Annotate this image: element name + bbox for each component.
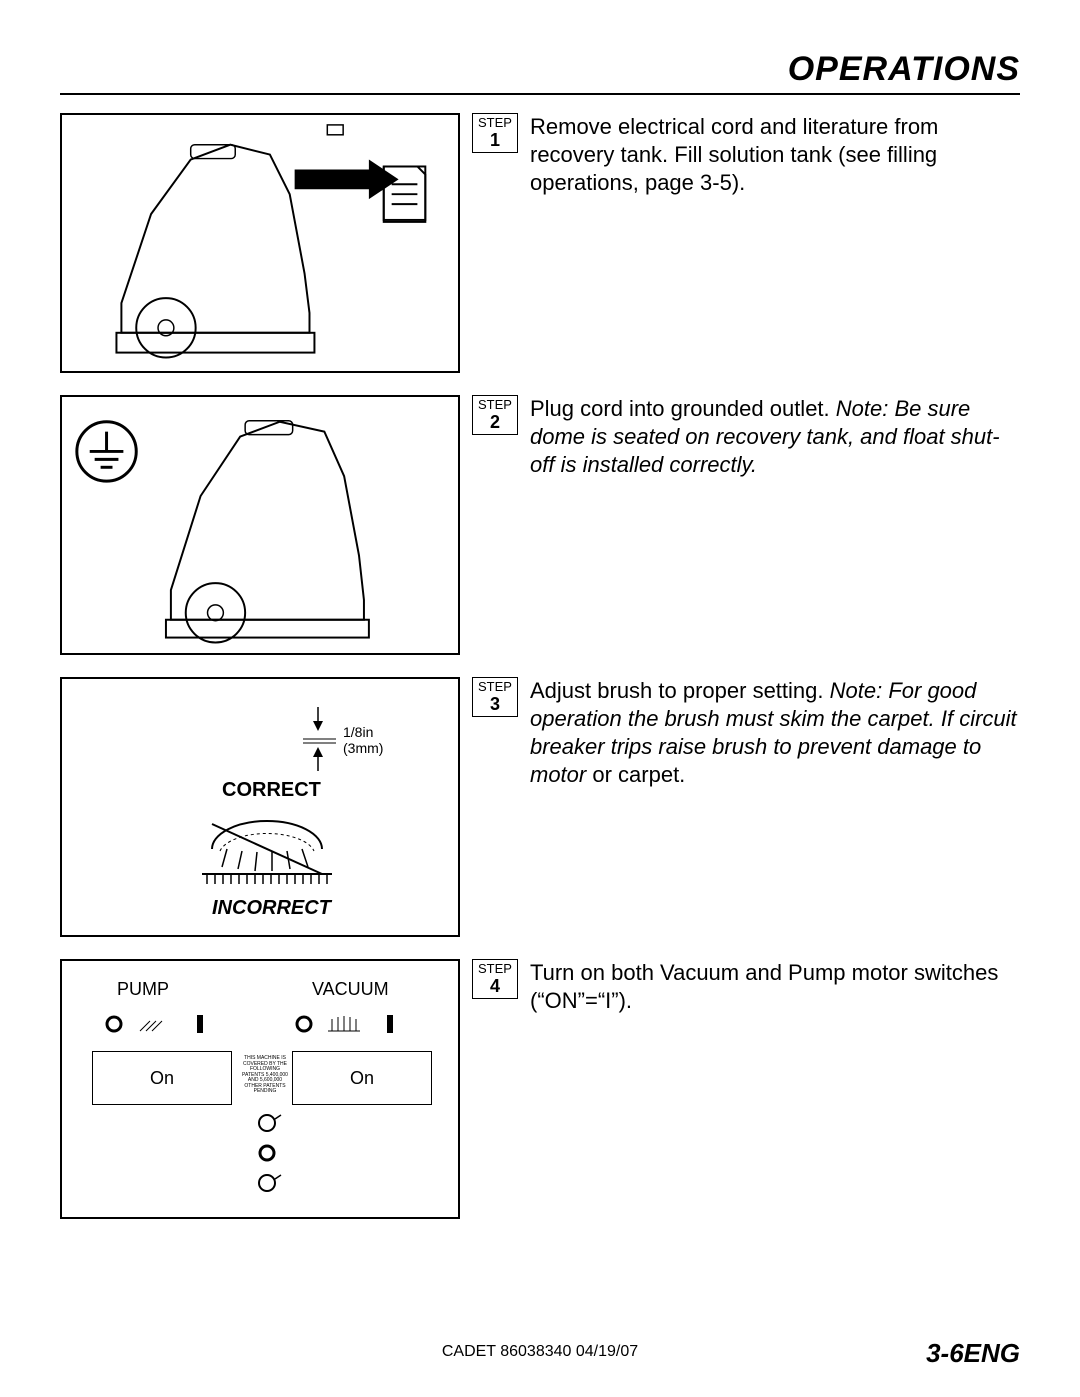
step-badge-2: STEP 2 (472, 395, 518, 435)
footer-center: CADET 86038340 04/19/07 (0, 1343, 1080, 1361)
step-1-text: Remove electrical cord and literature fr… (530, 113, 1020, 197)
step-4-body: Turn on both Vacuum and Pump motor switc… (530, 960, 998, 1013)
step-badge-3: STEP 3 (472, 677, 518, 717)
figure-2 (60, 395, 460, 655)
step-label: STEP (473, 116, 517, 131)
step-row-2: STEP 2 Plug cord into grounded outlet. N… (60, 395, 1020, 655)
machine-with-literature-diagram (62, 115, 458, 372)
step-row-1: STEP 1 Remove electrical cord and litera… (60, 113, 1020, 373)
step-3-trail: or carpet. (592, 762, 685, 787)
step-3-lead: Adjust brush to proper setting. (530, 678, 830, 703)
step-3-note-label: Note: (830, 678, 889, 703)
patent-text-icon: THIS MACHINE IS COVERED BY THE FOLLOWING… (240, 1056, 290, 1095)
step-badge-4: STEP 4 (472, 959, 518, 999)
step-number: 2 (473, 413, 517, 431)
vacuum-on-box: On (292, 1051, 432, 1105)
center-icons (247, 1111, 287, 1201)
step-2-note-label: Note: (836, 396, 895, 421)
step-4-text: Turn on both Vacuum and Pump motor switc… (530, 959, 1020, 1015)
brush-carpet-diagram (202, 819, 332, 889)
step-badge-1: STEP 1 (472, 113, 518, 153)
figure-3: 1/8in (3mm) CORRECT (60, 677, 460, 937)
measure-mm-text: (3mm) (343, 740, 383, 756)
correct-label: CORRECT (222, 779, 321, 802)
vacuum-switch-icon (292, 1009, 412, 1039)
figure-4: PUMP VACUUM On On (60, 959, 460, 1219)
step-number: 1 (473, 131, 517, 149)
step-number: 3 (473, 695, 517, 713)
step-label: STEP (473, 398, 517, 413)
pump-on-box: On (92, 1051, 232, 1105)
pump-label: PUMP (117, 979, 169, 1000)
measure-in-text: 1/8in (343, 724, 373, 740)
incorrect-label: INCORRECT (212, 897, 331, 920)
step-2-lead: Plug cord into grounded outlet. (530, 396, 836, 421)
figure-1 (60, 113, 460, 373)
pump-on-text: On (150, 1068, 174, 1089)
vacuum-label: VACUUM (312, 979, 389, 1000)
step-label: STEP (473, 680, 517, 695)
step-1-body: Remove electrical cord and literature fr… (530, 114, 938, 195)
machine-with-ground-diagram (62, 397, 458, 654)
ground-icon (77, 422, 136, 481)
step-row-4: PUMP VACUUM On On (60, 959, 1020, 1219)
step-2-text: Plug cord into grounded outlet. Note: Be… (530, 395, 1020, 479)
footer-page-number: 3-6ENG (926, 1338, 1020, 1369)
step-label: STEP (473, 962, 517, 977)
pump-switch-icon (102, 1009, 222, 1039)
step-number: 4 (473, 977, 517, 995)
measurement-icon: 1/8in (3mm) (258, 699, 428, 779)
page-title: OPERATIONS (60, 50, 1020, 95)
step-3-text: Adjust brush to proper setting. Note: Fo… (530, 677, 1020, 790)
vacuum-on-text: On (350, 1068, 374, 1089)
step-row-3: 1/8in (3mm) CORRECT (60, 677, 1020, 937)
